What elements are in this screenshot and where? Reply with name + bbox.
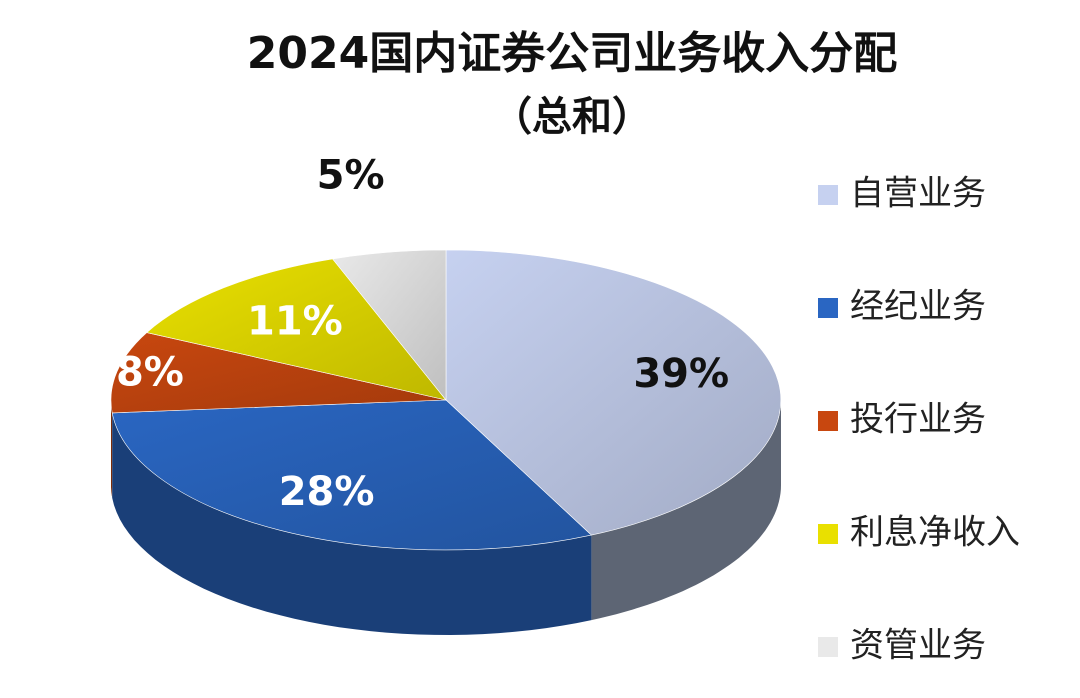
legend-swatch-4 <box>818 637 838 657</box>
legend-label-2: 投行业务 <box>850 400 986 440</box>
pie-slice-0 <box>445 249 782 536</box>
data-label-3: 11% <box>247 299 343 345</box>
legend-label-1: 经纪业务 <box>850 287 986 327</box>
pie-side-1 <box>112 412 592 635</box>
data-label-0: 39% <box>633 351 729 397</box>
legend-swatch-1 <box>818 298 838 318</box>
pie-side-0 <box>591 400 781 621</box>
chart-title: 2024国内证券公司业务收入分配 <box>247 28 897 79</box>
chart-subtitle: （总和） <box>492 94 652 140</box>
data-label-4: 5% <box>317 153 385 199</box>
legend-swatch-2 <box>818 411 838 431</box>
legend-label-4: 资管业务 <box>850 626 986 666</box>
data-label-group: 39% 28% 8% 11% 5% <box>116 153 729 515</box>
legend-swatch-0 <box>818 185 838 205</box>
legend-label-3: 利息净收入 <box>850 513 1020 553</box>
pie-slice-1 <box>111 399 593 551</box>
data-label-2: 8% <box>116 350 184 396</box>
data-label-1: 28% <box>279 469 375 515</box>
legend-swatch-3 <box>818 524 838 544</box>
legend-label-0: 自营业务 <box>850 174 986 214</box>
pie-slice-2 <box>110 332 447 414</box>
pie-slice-4 <box>332 249 447 401</box>
pie-side-2 <box>111 400 113 498</box>
pie-group <box>110 249 782 635</box>
pie-slice-3 <box>146 258 447 401</box>
